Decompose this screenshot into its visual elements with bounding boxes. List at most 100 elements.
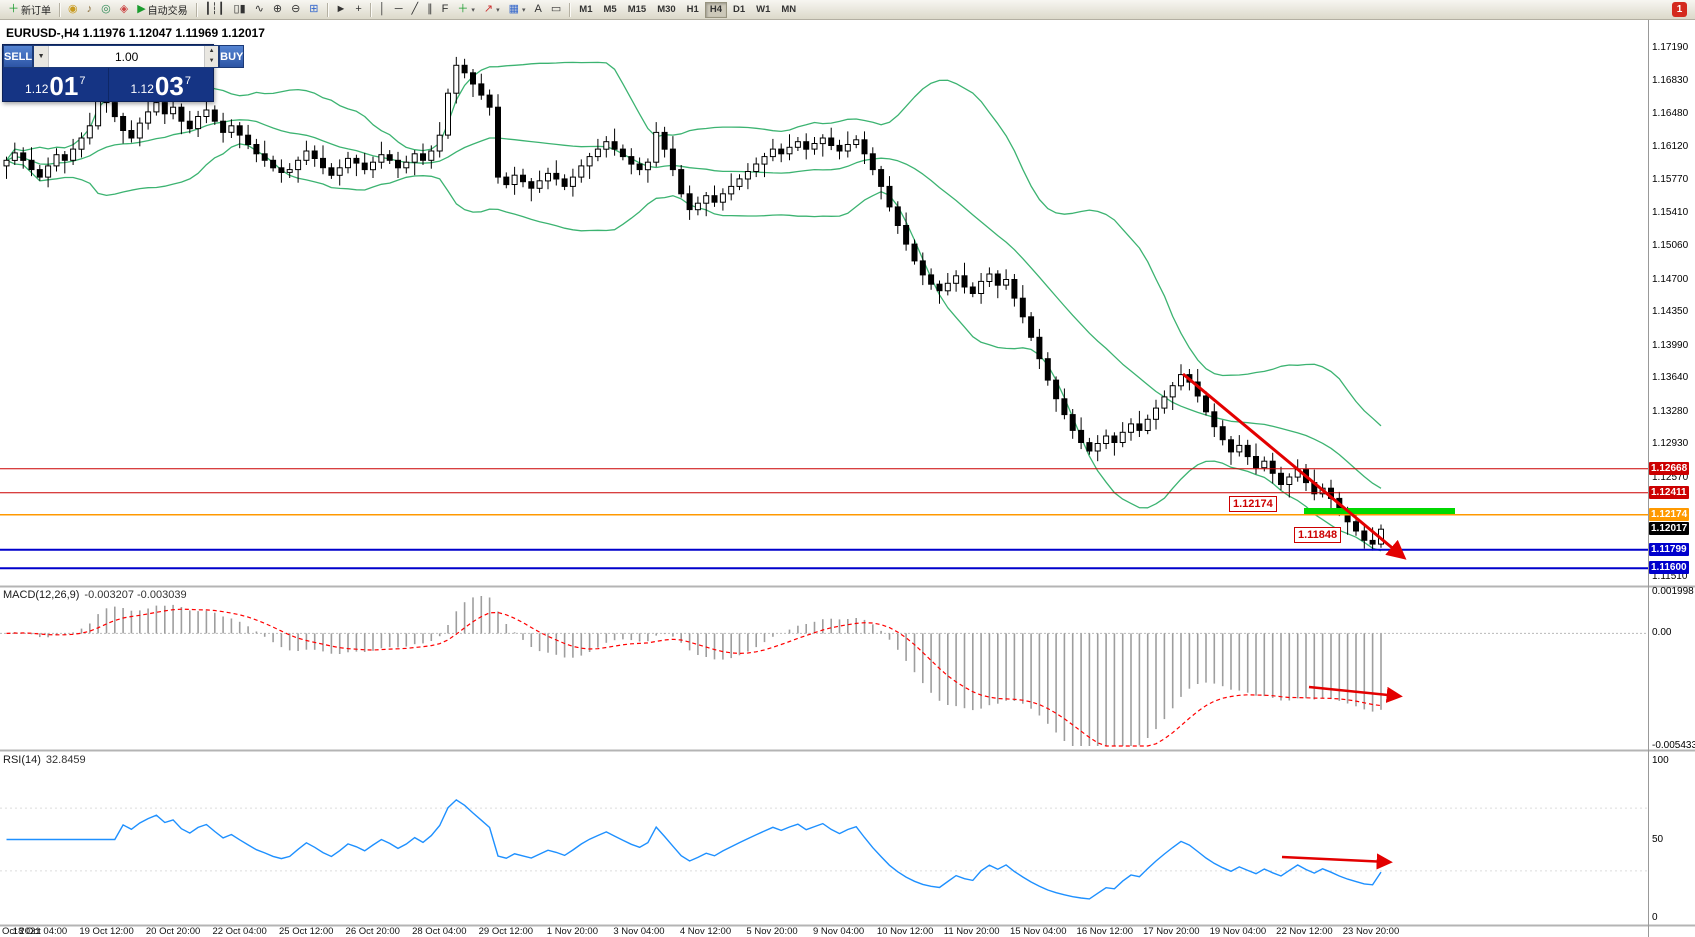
time-axis[interactable]: Oct 2021 18 Oct 04:00 19 Oct 12:00 20 Oct 2…: [0, 926, 1648, 937]
zoom-out-button[interactable]: ⊖: [287, 1, 304, 18]
bid-point: 7: [79, 75, 86, 87]
autotrade-icon: ▶: [137, 3, 146, 15]
bid-pips: 01: [49, 71, 79, 101]
timeframe-m1-button[interactable]: M1: [574, 2, 597, 18]
sounds-button[interactable]: ♪: [83, 1, 97, 18]
support-zone-highlight[interactable]: [1304, 508, 1455, 514]
arrows-objects-button[interactable]: ↗ ▾: [480, 1, 504, 18]
price-tag: 1.11600: [1649, 561, 1689, 575]
rsi-trend-arrow[interactable]: [1281, 853, 1393, 870]
line-chart-icon: ∿: [254, 3, 264, 15]
scale-label: 1.16830: [1652, 75, 1689, 87]
price-tag: 1.11799: [1649, 542, 1689, 556]
crosshair-icon: +: [355, 3, 362, 15]
horizontal-level-lines[interactable]: [0, 468, 1648, 570]
sounds-icon: ♪: [86, 3, 93, 15]
shapes-icon: ＋: [457, 3, 469, 15]
macd-indicator-label: MACD(12,26,9) -0.003207 -0.003039: [3, 589, 187, 601]
lot-decrease-button[interactable]: ▼: [204, 56, 219, 67]
equidistant-channel-button[interactable]: ∥: [423, 1, 437, 18]
chart-ohlc-title: EURUSD-,H4 1.11976 1.12047 1.11969 1.120…: [6, 26, 265, 40]
vertical-line-button[interactable]: │: [375, 1, 390, 18]
price-tag: 1.12668: [1649, 461, 1690, 475]
trendline-button[interactable]: ╱: [408, 1, 423, 18]
autotrade-label: 自动交易: [147, 6, 188, 17]
ask-quote[interactable]: 1.12 03 7: [107, 68, 214, 101]
scale-label: 1.13990: [1652, 339, 1689, 351]
cursor-button[interactable]: ►: [332, 1, 351, 18]
macd-trend-arrow[interactable]: [1308, 685, 1403, 703]
rsi-indicator: [0, 799, 1648, 900]
bar-chart-button[interactable]: ┃┆┃: [201, 1, 229, 18]
scale-label: 1.15060: [1652, 240, 1689, 251]
downtrend-arrow[interactable]: [1182, 372, 1407, 560]
chevron-down-icon: ▾: [522, 6, 526, 14]
macd-name: MACD(12,26,9): [3, 589, 80, 601]
lot-increase-button[interactable]: ▲: [204, 46, 219, 57]
text-label-button[interactable]: ▭: [547, 1, 565, 18]
timeframe-w1-button[interactable]: W1: [751, 2, 775, 18]
zoom-in-button[interactable]: ⊕: [269, 1, 286, 18]
trade-panel-quotes: 1.12 01 7 1.12 03 7: [3, 68, 213, 101]
horizontal-line-button[interactable]: ─: [391, 1, 407, 18]
market-watch-button[interactable]: ◎: [97, 1, 115, 18]
macd-values: -0.003207 -0.003039: [84, 589, 187, 601]
sell-button[interactable]: SELL: [3, 45, 34, 68]
scale-label: 1.11510: [1652, 570, 1688, 582]
scale-label: 1.15410: [1652, 207, 1689, 219]
arrows-objects-icon: ↗: [483, 3, 494, 15]
bollinger-bands: [5, 61, 1382, 552]
notifications-badge[interactable]: 1: [1672, 2, 1687, 17]
scale-label: 1.16120: [1652, 141, 1689, 153]
toolbar-separator: [326, 2, 328, 17]
charts-wizard-icon: ◉: [68, 3, 78, 15]
line-chart-button[interactable]: ∿: [251, 1, 268, 18]
bid-quote[interactable]: 1.12 01 7: [3, 68, 108, 101]
lot-size-input[interactable]: [49, 46, 205, 67]
price-callout-1.11848[interactable]: 1.11848: [1294, 527, 1342, 543]
candle-chart-button[interactable]: ▯▮: [230, 1, 250, 18]
timeframe-m30-button[interactable]: M30: [652, 2, 680, 18]
toolbar-separator: [369, 2, 371, 17]
lot-dropdown-button[interactable]: ▼: [34, 46, 50, 67]
price-scale-column[interactable]: 1.17190 1.16830 1.16480 1.16120 1.15770 1.154…: [1648, 20, 1695, 937]
time-axis-label: 17 Nov 20:00: [1143, 926, 1200, 937]
price-callout-1.12174[interactable]: 1.12174: [1229, 496, 1277, 512]
rsi-line: [6, 799, 1382, 900]
new-order-button[interactable]: ＋新订单: [4, 1, 55, 18]
timeframe-h4-button[interactable]: H4: [704, 1, 727, 18]
time-axis-label: 4 Nov 12:00: [679, 926, 732, 937]
time-axis-label: 15 Nov 04:00: [1009, 926, 1067, 937]
scale-label: 1.13280: [1652, 405, 1689, 417]
time-axis-label: 16 Nov 12:00: [1076, 926, 1134, 937]
trade-panel-controls: SELL ▼ ▲ ▼ BUY: [3, 45, 245, 68]
bb-lower-band: [6, 143, 1382, 552]
indicators-button[interactable]: ▦ ▾: [505, 1, 530, 18]
scale-label: 1.15770: [1652, 173, 1689, 185]
signals-button[interactable]: ◈: [116, 1, 132, 18]
scale-label: 1.12570: [1652, 471, 1689, 483]
text-button[interactable]: A: [531, 1, 546, 18]
crosshair-button[interactable]: +: [351, 1, 365, 18]
time-axis-label: 28 Oct 04:00: [412, 926, 467, 937]
time-axis-label: 5 Nov 20:00: [746, 926, 798, 937]
tile-windows-button[interactable]: ⊞: [305, 1, 322, 18]
bb-middle-band: [6, 119, 1382, 489]
charts-wizard-button[interactable]: ◉: [64, 1, 82, 18]
timeframe-m5-button[interactable]: M5: [599, 2, 622, 18]
rsi-indicator-label: RSI(14) 32.8459: [3, 754, 86, 766]
timeframe-d1-button[interactable]: D1: [728, 2, 750, 18]
timeframe-m15-button[interactable]: M15: [623, 2, 651, 18]
buy-button[interactable]: BUY: [219, 45, 245, 68]
fibonacci-button[interactable]: F: [438, 1, 453, 18]
timeframe-mn-button[interactable]: MN: [776, 2, 801, 18]
scale-label: 1.13640: [1652, 372, 1689, 384]
shapes-button[interactable]: ＋ ▾: [453, 1, 479, 18]
ask-pips: 03: [154, 71, 184, 101]
timeframe-h1-button[interactable]: H1: [682, 2, 704, 18]
macd-signal-line: [6, 608, 1382, 747]
autotrade-button[interactable]: ▶ 自动交易: [133, 1, 191, 18]
time-axis-label: 20 Oct 20:00: [145, 926, 201, 937]
new-order-label: 新订单: [21, 6, 51, 17]
